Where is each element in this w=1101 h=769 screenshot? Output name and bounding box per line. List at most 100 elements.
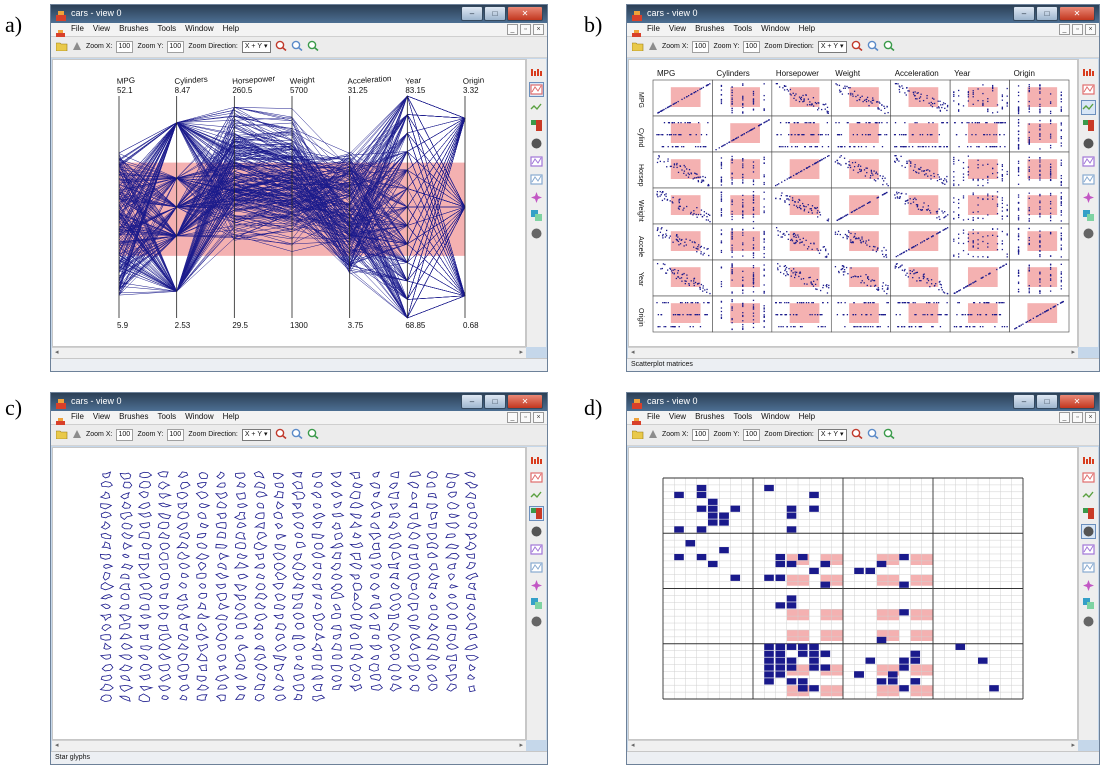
line-chart-icon[interactable] xyxy=(530,561,543,574)
zoom-y-input[interactable]: 100 xyxy=(167,428,185,441)
matrix-cell[interactable] xyxy=(1009,79,1070,117)
scroll-left-icon[interactable]: ◂ xyxy=(631,349,635,356)
menu-item-brushes[interactable]: Brushes xyxy=(119,24,149,33)
circle-icon[interactable] xyxy=(1081,524,1096,539)
matrix-cell[interactable] xyxy=(652,79,713,117)
zoom-x-input[interactable]: 100 xyxy=(692,40,710,53)
view-canvas[interactable] xyxy=(628,447,1078,740)
matrix-cell[interactable] xyxy=(949,115,1010,153)
star-icon[interactable] xyxy=(1082,191,1095,204)
menu-item-file[interactable]: File xyxy=(647,24,660,33)
scroll-right-icon[interactable]: ▸ xyxy=(519,349,523,356)
menu-item-help[interactable]: Help xyxy=(222,412,240,421)
menu-item-file[interactable]: File xyxy=(71,24,84,33)
title-bar[interactable]: cars - view 0 – □ ✕ xyxy=(51,393,547,411)
horizontal-scrollbar[interactable]: ◂ ▸ xyxy=(628,740,1078,751)
treemap-icon[interactable] xyxy=(1082,597,1095,610)
matrix-cell[interactable] xyxy=(652,151,713,189)
matrix-cell[interactable] xyxy=(1009,151,1070,189)
matrix-cell[interactable] xyxy=(1009,187,1070,225)
matrix-cell[interactable] xyxy=(890,187,951,225)
horizontal-scrollbar[interactable]: ◂ ▸ xyxy=(628,347,1078,358)
mdi-minimize-icon[interactable]: _ xyxy=(1059,412,1070,423)
circle-icon[interactable] xyxy=(530,227,543,240)
shape-tool-icon[interactable] xyxy=(648,429,658,441)
maximize-icon[interactable]: □ xyxy=(484,6,506,21)
mdi-minimize-icon[interactable]: _ xyxy=(1059,24,1070,35)
matrix-cell[interactable] xyxy=(1009,259,1070,297)
menu-item-view[interactable]: View xyxy=(668,412,687,421)
matrix-cell[interactable] xyxy=(652,115,713,153)
scroll-right-icon[interactable]: ▸ xyxy=(519,742,523,749)
matrix-cell[interactable] xyxy=(771,151,832,189)
zoom-reset-icon[interactable] xyxy=(867,40,879,53)
scroll-right-icon[interactable]: ▸ xyxy=(1071,349,1075,356)
title-bar[interactable]: cars - view 0 – □ ✕ xyxy=(51,5,547,23)
circle-icon[interactable] xyxy=(530,525,543,538)
menu-item-tools[interactable]: Tools xyxy=(157,24,177,33)
menu-item-help[interactable]: Help xyxy=(798,412,816,421)
zoom-y-input[interactable]: 100 xyxy=(743,40,761,53)
menu-item-tools[interactable]: Tools xyxy=(733,24,753,33)
scatterplot-matrix-icon[interactable] xyxy=(529,82,544,97)
zoom-reset-icon[interactable] xyxy=(867,428,879,441)
menu-item-window[interactable]: Window xyxy=(185,24,214,33)
title-bar[interactable]: cars - view 0 – □ ✕ xyxy=(627,393,1099,411)
close-icon[interactable]: ✕ xyxy=(1059,6,1095,21)
zoom-y-input[interactable]: 100 xyxy=(743,428,761,441)
parallel-coords-icon[interactable] xyxy=(1082,453,1095,466)
zoom-reset-icon[interactable] xyxy=(291,40,303,53)
scatterplot-matrix-icon[interactable] xyxy=(530,471,543,484)
minimize-icon[interactable]: – xyxy=(1013,6,1035,21)
close-icon[interactable]: ✕ xyxy=(507,394,543,409)
zoom-out-icon[interactable] xyxy=(307,428,319,441)
scroll-right-icon[interactable]: ▸ xyxy=(1071,742,1075,749)
open-folder-icon[interactable] xyxy=(55,429,68,441)
matrix-cell[interactable] xyxy=(712,187,773,225)
scroll-left-icon[interactable]: ◂ xyxy=(55,349,59,356)
matrix-cell[interactable] xyxy=(890,223,951,261)
star-glyph-icon[interactable] xyxy=(1082,489,1095,502)
matrix-cell[interactable] xyxy=(890,151,951,189)
mdi-minimize-icon[interactable]: _ xyxy=(507,24,518,35)
line-chart-icon[interactable] xyxy=(1082,561,1095,574)
mdi-close-icon[interactable]: × xyxy=(533,412,544,423)
matrix-cell[interactable] xyxy=(1009,295,1070,333)
horizontal-scrollbar[interactable]: ◂ ▸ xyxy=(52,347,526,358)
dimensional-stacking-icon[interactable] xyxy=(1082,507,1095,520)
dimensional-stacking-grid[interactable] xyxy=(629,448,1077,739)
matrix-cell[interactable] xyxy=(712,295,773,333)
matrix-cell[interactable] xyxy=(949,223,1010,261)
close-icon[interactable]: ✕ xyxy=(1059,394,1095,409)
menu-item-tools[interactable]: Tools xyxy=(733,412,753,421)
mdi-restore-icon[interactable]: ▫ xyxy=(520,24,531,35)
matrix-cell[interactable] xyxy=(890,115,951,153)
zoom-x-input[interactable]: 100 xyxy=(692,428,710,441)
shape-tool-icon[interactable] xyxy=(648,41,658,53)
histogram-icon[interactable] xyxy=(1082,155,1095,168)
zoom-reset-icon[interactable] xyxy=(291,428,303,441)
matrix-cell[interactable] xyxy=(830,259,892,297)
treemap-icon[interactable] xyxy=(1082,209,1095,222)
treemap-icon[interactable] xyxy=(530,597,543,610)
zoom-direction-select[interactable]: X + Y ▾ xyxy=(241,40,271,53)
shape-tool-icon[interactable] xyxy=(72,41,82,53)
zoom-in-icon[interactable] xyxy=(851,40,863,53)
mdi-restore-icon[interactable]: ▫ xyxy=(1072,24,1083,35)
mdi-restore-icon[interactable]: ▫ xyxy=(1072,412,1083,423)
view-canvas[interactable]: MPG Cylinders Horsepower Weight Acceleration… xyxy=(628,59,1078,347)
zoom-x-input[interactable]: 100 xyxy=(116,40,134,53)
matrix-cell[interactable] xyxy=(652,259,713,297)
circle-icon[interactable] xyxy=(530,137,543,150)
menu-item-help[interactable]: Help xyxy=(222,24,240,33)
zoom-y-input[interactable]: 100 xyxy=(167,40,185,53)
mdi-close-icon[interactable]: × xyxy=(533,24,544,35)
zoom-direction-select[interactable]: X + Y ▾ xyxy=(241,428,271,441)
zoom-direction-select[interactable]: X + Y ▾ xyxy=(817,428,847,441)
menu-item-brushes[interactable]: Brushes xyxy=(119,412,149,421)
star-icon[interactable] xyxy=(530,579,543,592)
minimize-icon[interactable]: – xyxy=(1013,394,1035,409)
zoom-out-icon[interactable] xyxy=(883,40,895,53)
open-folder-icon[interactable] xyxy=(631,41,644,53)
